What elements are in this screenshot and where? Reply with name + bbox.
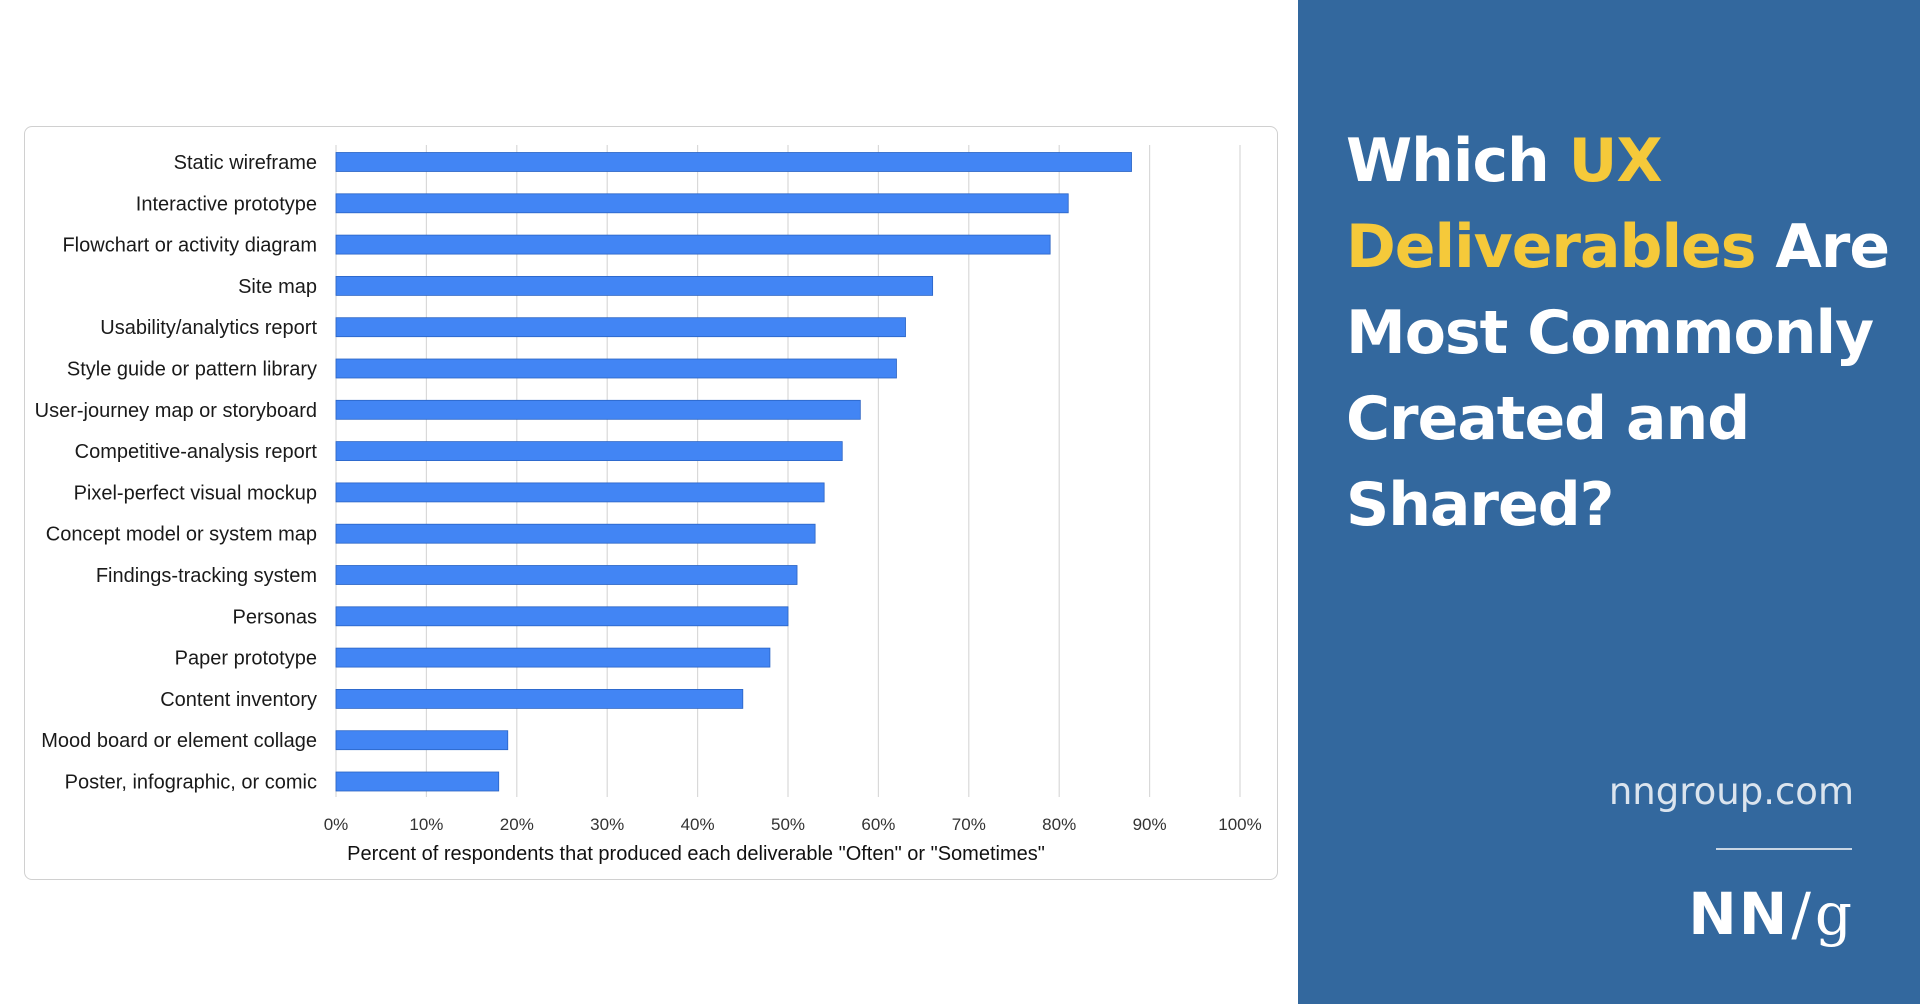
bar — [335, 689, 744, 709]
bar — [335, 358, 897, 379]
bar — [335, 152, 1132, 172]
chart-panel: Static wireframe Interactive prototype Flo… — [24, 126, 1278, 880]
bars — [335, 152, 1132, 792]
bar — [335, 647, 771, 668]
x-tick-label: 100% — [1218, 815, 1261, 834]
headline-part-3: Are Most Commonly Created and Shared? — [1346, 212, 1890, 540]
bar — [335, 482, 825, 503]
headline-part-1: Which — [1346, 126, 1569, 196]
logo-nn: NN — [1688, 880, 1790, 948]
x-axis-title: Percent of respondents that produced eac… — [347, 843, 1045, 865]
x-tick-label: 90% — [1133, 815, 1167, 834]
category-label: User-journey map or storyboard — [35, 400, 317, 422]
category-label: Concept model or system map — [46, 524, 317, 546]
bar — [335, 771, 500, 792]
x-tick-label: 80% — [1042, 815, 1076, 834]
category-label: Findings-tracking system — [96, 565, 317, 587]
logo-slash: / — [1791, 880, 1813, 948]
category-label: Usability/analytics report — [100, 317, 317, 339]
x-tick-label: 30% — [590, 815, 624, 834]
nng-logo: NN/g — [1688, 880, 1854, 948]
x-tick-label: 70% — [952, 815, 986, 834]
category-label: Mood board or element collage — [41, 730, 317, 752]
bar — [335, 193, 1069, 214]
x-tick-label: 20% — [500, 815, 534, 834]
bar — [335, 523, 816, 544]
category-label: Competitive-analysis report — [75, 441, 318, 463]
category-label: Site map — [238, 276, 317, 298]
x-tick-labels: 0% 10% 20% 30% 40% 50% 60% 70% 80% 90% 100% — [324, 815, 1262, 834]
category-label: Poster, infographic, or comic — [65, 772, 317, 794]
bar — [335, 606, 789, 627]
site-link[interactable]: nngroup.com — [1608, 770, 1854, 813]
category-label: Interactive prototype — [136, 193, 317, 215]
category-label: Content inventory — [160, 689, 317, 711]
x-tick-label: 10% — [409, 815, 443, 834]
category-label: Pixel-perfect visual mockup — [74, 482, 317, 504]
bar — [335, 275, 934, 296]
x-tick-label: 60% — [861, 815, 895, 834]
divider — [1716, 848, 1852, 850]
bar — [335, 441, 843, 462]
headline-highlight: UX Deliverables — [1346, 126, 1756, 282]
headline: Which UX Deliverables Are Most Commonly … — [1346, 118, 1906, 548]
category-label: Flowchart or activity diagram — [62, 235, 317, 257]
logo-g: g — [1814, 880, 1854, 948]
bar — [335, 234, 1051, 255]
x-tick-label: 40% — [681, 815, 715, 834]
category-labels: Static wireframe Interactive prototype Flo… — [35, 152, 318, 794]
x-tick-label: 50% — [771, 815, 805, 834]
category-label: Personas — [233, 606, 318, 628]
bar — [335, 730, 509, 751]
category-label: Style guide or pattern library — [67, 359, 317, 381]
x-tick-label: 0% — [324, 815, 349, 834]
bar — [335, 317, 906, 338]
category-label: Static wireframe — [174, 152, 317, 174]
bar — [335, 399, 861, 420]
bar — [335, 565, 798, 585]
side-panel: Which UX Deliverables Are Most Commonly … — [1298, 0, 1920, 1004]
bar-chart: Static wireframe Interactive prototype Flo… — [35, 145, 1262, 865]
category-label: Paper prototype — [175, 648, 317, 670]
